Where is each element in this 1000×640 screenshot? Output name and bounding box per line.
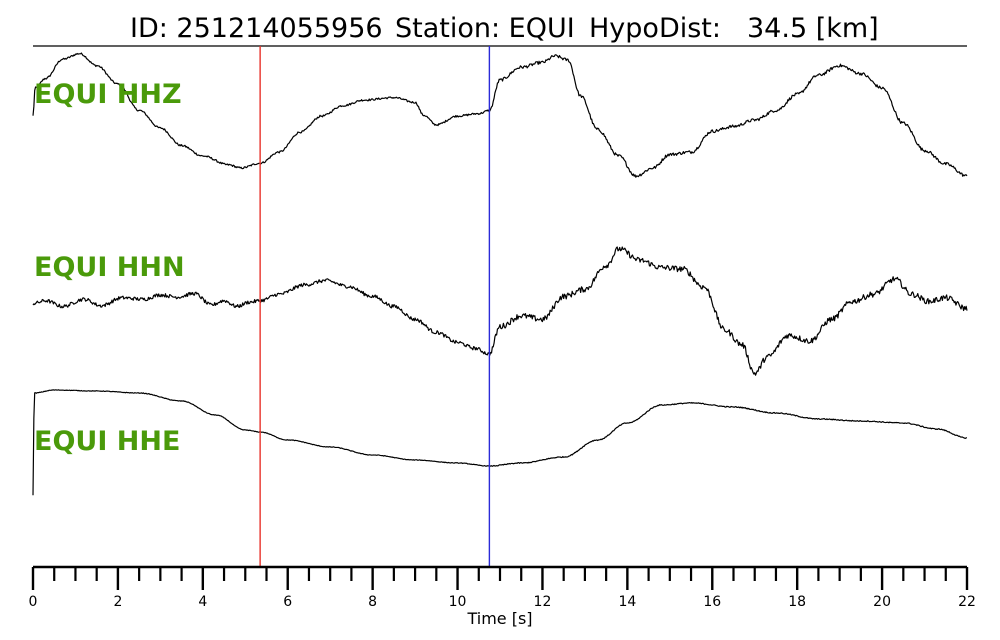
tick-label-6: 6 — [283, 594, 292, 610]
chart-title: ID: 251214055956 Station: EQUI HypoDist:… — [130, 13, 879, 44]
channel-label-hhn: EQUI HHN — [34, 252, 185, 283]
tick-label-14: 14 — [618, 594, 636, 610]
tick-label-2: 2 — [113, 594, 122, 610]
trace-hhz — [32, 52, 968, 178]
tick-label-0: 0 — [29, 594, 38, 610]
channel-labels-group: EQUI HHZ EQUI HHN EQUI HHE — [34, 79, 185, 457]
tick-label-12: 12 — [534, 594, 552, 610]
tick-label-22: 22 — [958, 594, 976, 610]
pick-lines-group — [259, 46, 491, 567]
tick-label-8: 8 — [368, 594, 377, 610]
channel-label-hhe: EQUI HHE — [34, 426, 180, 457]
trace-hhe — [32, 389, 968, 496]
tick-label-10: 10 — [449, 594, 467, 610]
time-axis-tick-labels: 0 2 4 6 8 10 12 14 16 18 20 22 — [29, 594, 976, 610]
hypodist-value-text: 34.5 [km] — [747, 13, 879, 44]
time-axis: 0 2 4 6 8 10 12 14 16 18 20 22 Time [s] — [29, 565, 976, 628]
event-id-text: ID: 251214055956 — [130, 13, 383, 44]
time-axis-ticks — [31, 567, 969, 590]
tick-label-16: 16 — [703, 594, 721, 610]
x-axis-label: Time [s] — [466, 609, 532, 628]
channel-label-hhz: EQUI HHZ — [34, 79, 182, 110]
traces-group — [32, 52, 968, 496]
tick-label-4: 4 — [198, 594, 207, 610]
tick-label-18: 18 — [788, 594, 806, 610]
hypodist-label-text: HypoDist: — [589, 13, 721, 44]
tick-label-20: 20 — [873, 594, 891, 610]
trace-hhn — [32, 246, 968, 376]
station-text: Station: EQUI — [395, 13, 575, 44]
